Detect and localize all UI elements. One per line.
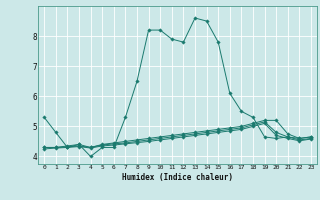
X-axis label: Humidex (Indice chaleur): Humidex (Indice chaleur) [122, 173, 233, 182]
